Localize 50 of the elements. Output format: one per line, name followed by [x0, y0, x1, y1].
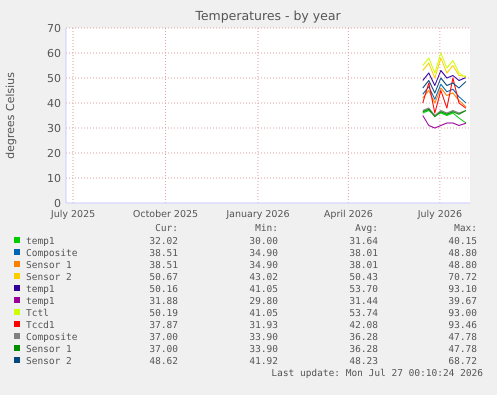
legend-label: temp1	[26, 296, 55, 307]
legend-label: Sensor 2	[26, 356, 72, 367]
legend-label: Sensor 2	[26, 272, 72, 283]
legend-label: Tccd1	[26, 320, 55, 331]
y-tick-label: 70	[47, 22, 61, 35]
y-tick-label: 10	[47, 172, 61, 185]
text: 37.00 33.90 36.28 47.78	[149, 344, 477, 355]
y-tick-label: 50	[47, 72, 61, 85]
x-tick-label: October 2025	[132, 209, 198, 220]
x-tick-label: April 2026	[324, 209, 373, 220]
line-series	[422, 78, 466, 94]
text: 31.88 29.80 31.44 39.67	[149, 296, 477, 307]
x-tick-label: July 2025	[50, 209, 96, 220]
y-tick-label: 60	[47, 47, 61, 60]
legend-label: Sensor 1	[26, 344, 72, 355]
legend-label: Sensor 1	[26, 260, 72, 271]
text: 37.00 33.90 36.28 47.78	[149, 332, 477, 343]
text: Cur:	[155, 223, 178, 234]
y-tick-label: 40	[47, 97, 61, 110]
line-series	[422, 115, 466, 128]
y-tick-label: 0	[54, 197, 61, 210]
text: Min:	[255, 223, 278, 234]
text: 48.62 41.92 48.23 68.72	[149, 356, 477, 367]
text: 38.51 34.90 38.01 48.80	[149, 260, 477, 271]
text: 38.51 34.90 38.01 48.80	[149, 248, 477, 259]
line-series	[422, 78, 466, 114]
text: 50.16 41.05 53.70 93.10	[149, 284, 477, 295]
text: Avg:	[355, 223, 378, 234]
y-tick-label: 30	[47, 122, 61, 135]
y-tick-label: 20	[47, 147, 61, 160]
line-series	[422, 52, 466, 78]
legend-label: Tctl	[26, 308, 49, 319]
y-axis-title: degrees Celsius	[4, 72, 17, 159]
text: Max:	[454, 223, 477, 234]
chart-title: Temperatures - by year	[194, 8, 342, 23]
line-series	[422, 84, 466, 104]
line-series	[422, 70, 466, 86]
line-series	[422, 88, 466, 108]
line-series	[422, 58, 466, 78]
legend-label: temp1	[26, 236, 55, 247]
text: 50.19 41.05 53.74 93.00	[149, 308, 477, 319]
legend-label: Composite	[26, 248, 78, 259]
text: 32.02 30.00 31.64 40.15	[149, 236, 477, 247]
legend-label: temp1	[26, 284, 55, 295]
text: 50.67 43.02 50.43 70.72	[149, 272, 477, 283]
x-tick-label: January 2026	[225, 209, 290, 220]
legend-label: Composite	[26, 332, 78, 343]
text: Last update: Mon Jul 27 00:10:24 2026	[271, 368, 484, 379]
x-tick-label: July 2026	[416, 209, 462, 220]
text: 37.87 31.93 42.08 93.46	[149, 320, 477, 331]
